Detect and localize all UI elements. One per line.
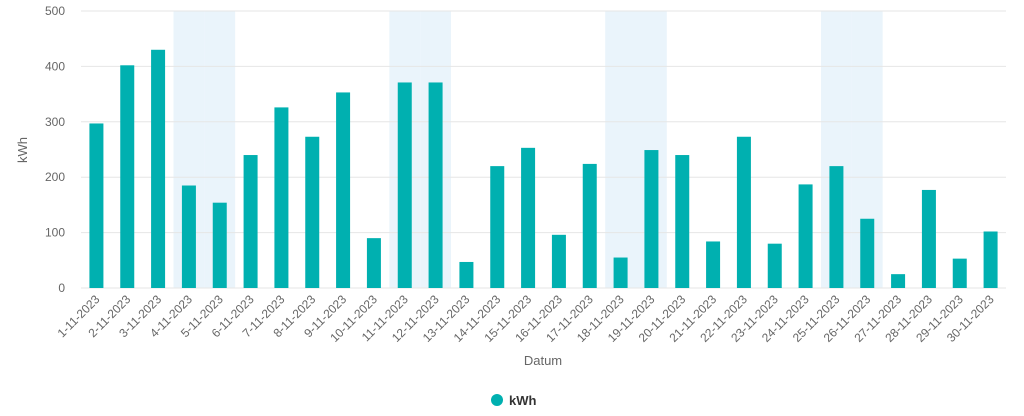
y-tick-label: 500	[45, 4, 65, 18]
bar[interactable]	[582, 163, 597, 288]
bar[interactable]	[706, 241, 721, 288]
bar[interactable]	[181, 185, 196, 288]
bar[interactable]	[860, 218, 875, 288]
bar[interactable]	[921, 189, 936, 288]
bar[interactable]	[397, 82, 412, 288]
bar[interactable]	[952, 258, 967, 288]
bar[interactable]	[829, 166, 844, 288]
y-tick-label: 400	[45, 59, 65, 73]
y-tick-label: 200	[45, 170, 65, 184]
bar[interactable]	[212, 202, 227, 288]
bar[interactable]	[521, 147, 536, 288]
bar[interactable]	[736, 136, 751, 288]
bar[interactable]	[675, 155, 690, 288]
bar[interactable]	[798, 184, 813, 288]
y-tick-label: 300	[45, 115, 65, 129]
bar[interactable]	[120, 65, 135, 289]
bar[interactable]	[336, 92, 351, 288]
bar[interactable]	[644, 150, 659, 288]
x-axis-title: Datum	[524, 353, 562, 368]
bar[interactable]	[151, 49, 166, 288]
bar[interactable]	[767, 243, 782, 288]
gridlines	[81, 10, 1006, 289]
legend-marker-kwh	[491, 394, 503, 406]
bar-series-kwh	[89, 49, 998, 289]
bar[interactable]	[89, 123, 104, 288]
bar[interactable]	[891, 274, 906, 288]
bar[interactable]	[428, 82, 443, 288]
bar[interactable]	[983, 231, 998, 288]
legend-label-kwh: kWh	[509, 393, 537, 408]
bar[interactable]	[551, 234, 566, 288]
bar[interactable]	[613, 257, 628, 288]
bar[interactable]	[274, 107, 289, 288]
bar[interactable]	[459, 261, 474, 288]
y-axis-ticks: 0 100 200 300 400 500	[45, 4, 65, 295]
y-axis-title: kWh	[15, 137, 30, 163]
y-tick-label: 100	[45, 226, 65, 240]
bar[interactable]	[490, 166, 505, 288]
y-tick-label: 0	[58, 281, 65, 295]
bar[interactable]	[305, 136, 320, 288]
x-axis-ticks: 1-11-20232-11-20233-11-20234-11-20235-11…	[55, 292, 997, 345]
bar[interactable]	[243, 155, 258, 288]
highlight-band	[605, 11, 636, 288]
legend[interactable]: kWh	[491, 393, 537, 408]
bar[interactable]	[366, 238, 381, 288]
